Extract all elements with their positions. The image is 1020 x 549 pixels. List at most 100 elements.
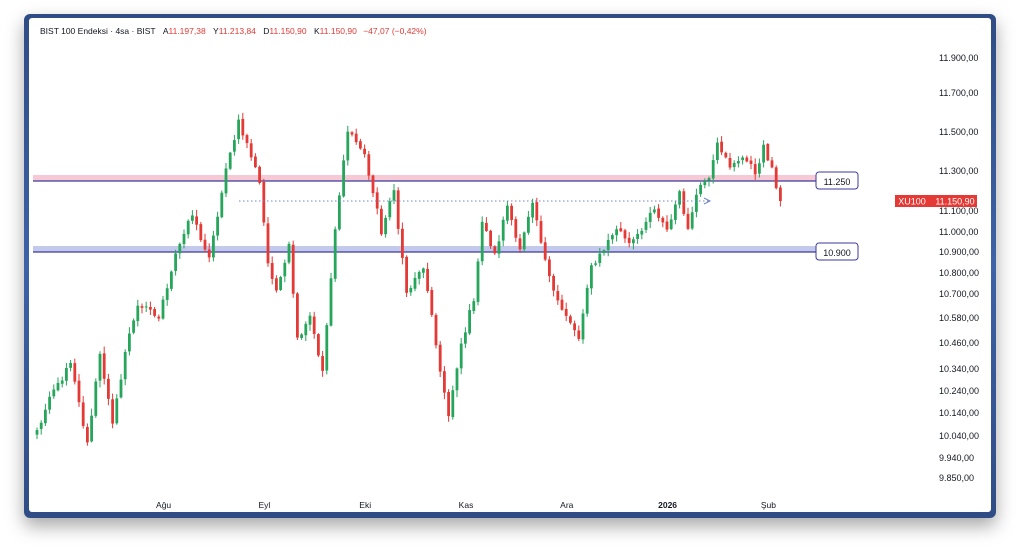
candle-body bbox=[690, 212, 694, 229]
candle-body bbox=[249, 143, 253, 158]
level-band bbox=[33, 246, 819, 252]
level-label: 11.250 bbox=[824, 177, 851, 187]
candle-body bbox=[590, 265, 593, 289]
candle-body bbox=[632, 239, 635, 244]
y-tick-label: 10.900,00 bbox=[939, 247, 979, 257]
candle-body bbox=[136, 305, 140, 322]
candle-body bbox=[753, 164, 757, 175]
candle-body bbox=[245, 135, 249, 144]
candle-body bbox=[451, 390, 455, 418]
level-label-box bbox=[815, 171, 859, 190]
candle-body bbox=[426, 268, 429, 291]
candle-body bbox=[703, 181, 707, 186]
candle-body bbox=[774, 167, 778, 189]
candle-body bbox=[102, 353, 106, 379]
y-tick-label: 10.040,00 bbox=[939, 431, 979, 441]
candle-body bbox=[94, 381, 98, 416]
close-label: K bbox=[313, 26, 320, 36]
candle-body bbox=[758, 163, 761, 174]
candle-body bbox=[254, 156, 257, 168]
y-tick-label: 10.580,00 bbox=[939, 313, 979, 323]
candle-body bbox=[266, 223, 270, 264]
candle-body bbox=[73, 363, 77, 382]
candle-body bbox=[119, 379, 123, 398]
candle-body bbox=[174, 253, 177, 271]
candlestick-chart[interactable]: 11.250 10.900 11.900,00 11.700,00 11.500,00 1… bbox=[29, 18, 991, 512]
x-tick-label: Şub bbox=[761, 500, 776, 510]
candle-body bbox=[489, 230, 492, 247]
candle-body bbox=[56, 382, 60, 391]
price-tag-value: 11.150,90 bbox=[935, 197, 974, 207]
candle-body bbox=[531, 202, 534, 218]
high-label: Y bbox=[213, 26, 219, 36]
candle-body bbox=[186, 220, 190, 235]
y-tick-label: 10.700,00 bbox=[939, 289, 979, 299]
y-tick-label: 11.100,00 bbox=[939, 206, 978, 216]
candle-body bbox=[468, 310, 471, 334]
open-value: 11.197,38 bbox=[168, 26, 206, 36]
candle-body bbox=[686, 213, 690, 229]
candle-body bbox=[308, 315, 312, 325]
x-tick-label: Ara bbox=[560, 500, 574, 510]
candle-body bbox=[384, 217, 387, 235]
candle-body bbox=[405, 256, 408, 293]
candle-body bbox=[459, 343, 463, 369]
candle-body bbox=[350, 132, 354, 135]
candle-body bbox=[598, 253, 602, 263]
candle-body bbox=[556, 291, 560, 301]
candle-body bbox=[195, 216, 198, 225]
candle-body bbox=[157, 316, 161, 319]
candle-body bbox=[447, 392, 450, 417]
candle-body bbox=[522, 232, 526, 250]
chart-panel: BIST 100 Endeksi · 4sa · BIST A11.197,38… bbox=[29, 18, 991, 512]
candle-body bbox=[413, 277, 417, 289]
candle-body bbox=[296, 293, 299, 338]
candle-body bbox=[283, 262, 287, 277]
y-tick-label: 10.240,00 bbox=[939, 386, 979, 396]
candle-body bbox=[60, 380, 64, 384]
candle-body bbox=[191, 215, 194, 221]
candle-body bbox=[539, 221, 543, 243]
candle-body bbox=[115, 398, 119, 424]
y-tick-label: 9.940,00 bbox=[939, 453, 974, 463]
candle-body bbox=[409, 287, 413, 293]
candle-body bbox=[111, 399, 114, 424]
candle-body bbox=[165, 288, 169, 300]
x-tick-label: Eyl bbox=[258, 500, 270, 510]
candle-body bbox=[304, 323, 308, 336]
candle-body bbox=[506, 205, 509, 221]
y-tick-label: 10.140,00 bbox=[939, 408, 979, 418]
candle-body bbox=[653, 209, 656, 213]
candle-body bbox=[606, 239, 610, 251]
candle-body bbox=[644, 221, 648, 230]
high-value: 11.213,84 bbox=[218, 26, 256, 36]
candle-body bbox=[207, 249, 211, 258]
candle-body bbox=[749, 160, 753, 164]
candle-body bbox=[724, 152, 728, 158]
candle-body bbox=[216, 216, 219, 236]
candle-body bbox=[716, 142, 719, 160]
candle-body bbox=[270, 263, 274, 279]
candle-body bbox=[396, 190, 400, 229]
candle-body bbox=[359, 141, 362, 149]
candle-body bbox=[44, 409, 47, 424]
candle-body bbox=[228, 152, 232, 169]
candle-body bbox=[636, 233, 639, 239]
candle-body bbox=[144, 306, 148, 308]
candle-body bbox=[178, 243, 182, 254]
candle-body bbox=[485, 222, 488, 231]
candle-body bbox=[476, 261, 480, 302]
candle-body bbox=[711, 160, 715, 179]
candle-body bbox=[602, 250, 606, 254]
candle-body bbox=[640, 230, 644, 235]
candle-body bbox=[170, 271, 173, 289]
candle-body bbox=[237, 119, 240, 140]
y-tick-label: 11.900,00 bbox=[939, 53, 978, 63]
candle-body bbox=[380, 208, 383, 235]
candle-body bbox=[279, 277, 282, 290]
candle-body bbox=[728, 158, 732, 168]
price-tag bbox=[895, 195, 977, 207]
candle-body bbox=[123, 351, 127, 380]
candle-body bbox=[132, 320, 135, 333]
level-label: 10.900 bbox=[823, 248, 851, 258]
